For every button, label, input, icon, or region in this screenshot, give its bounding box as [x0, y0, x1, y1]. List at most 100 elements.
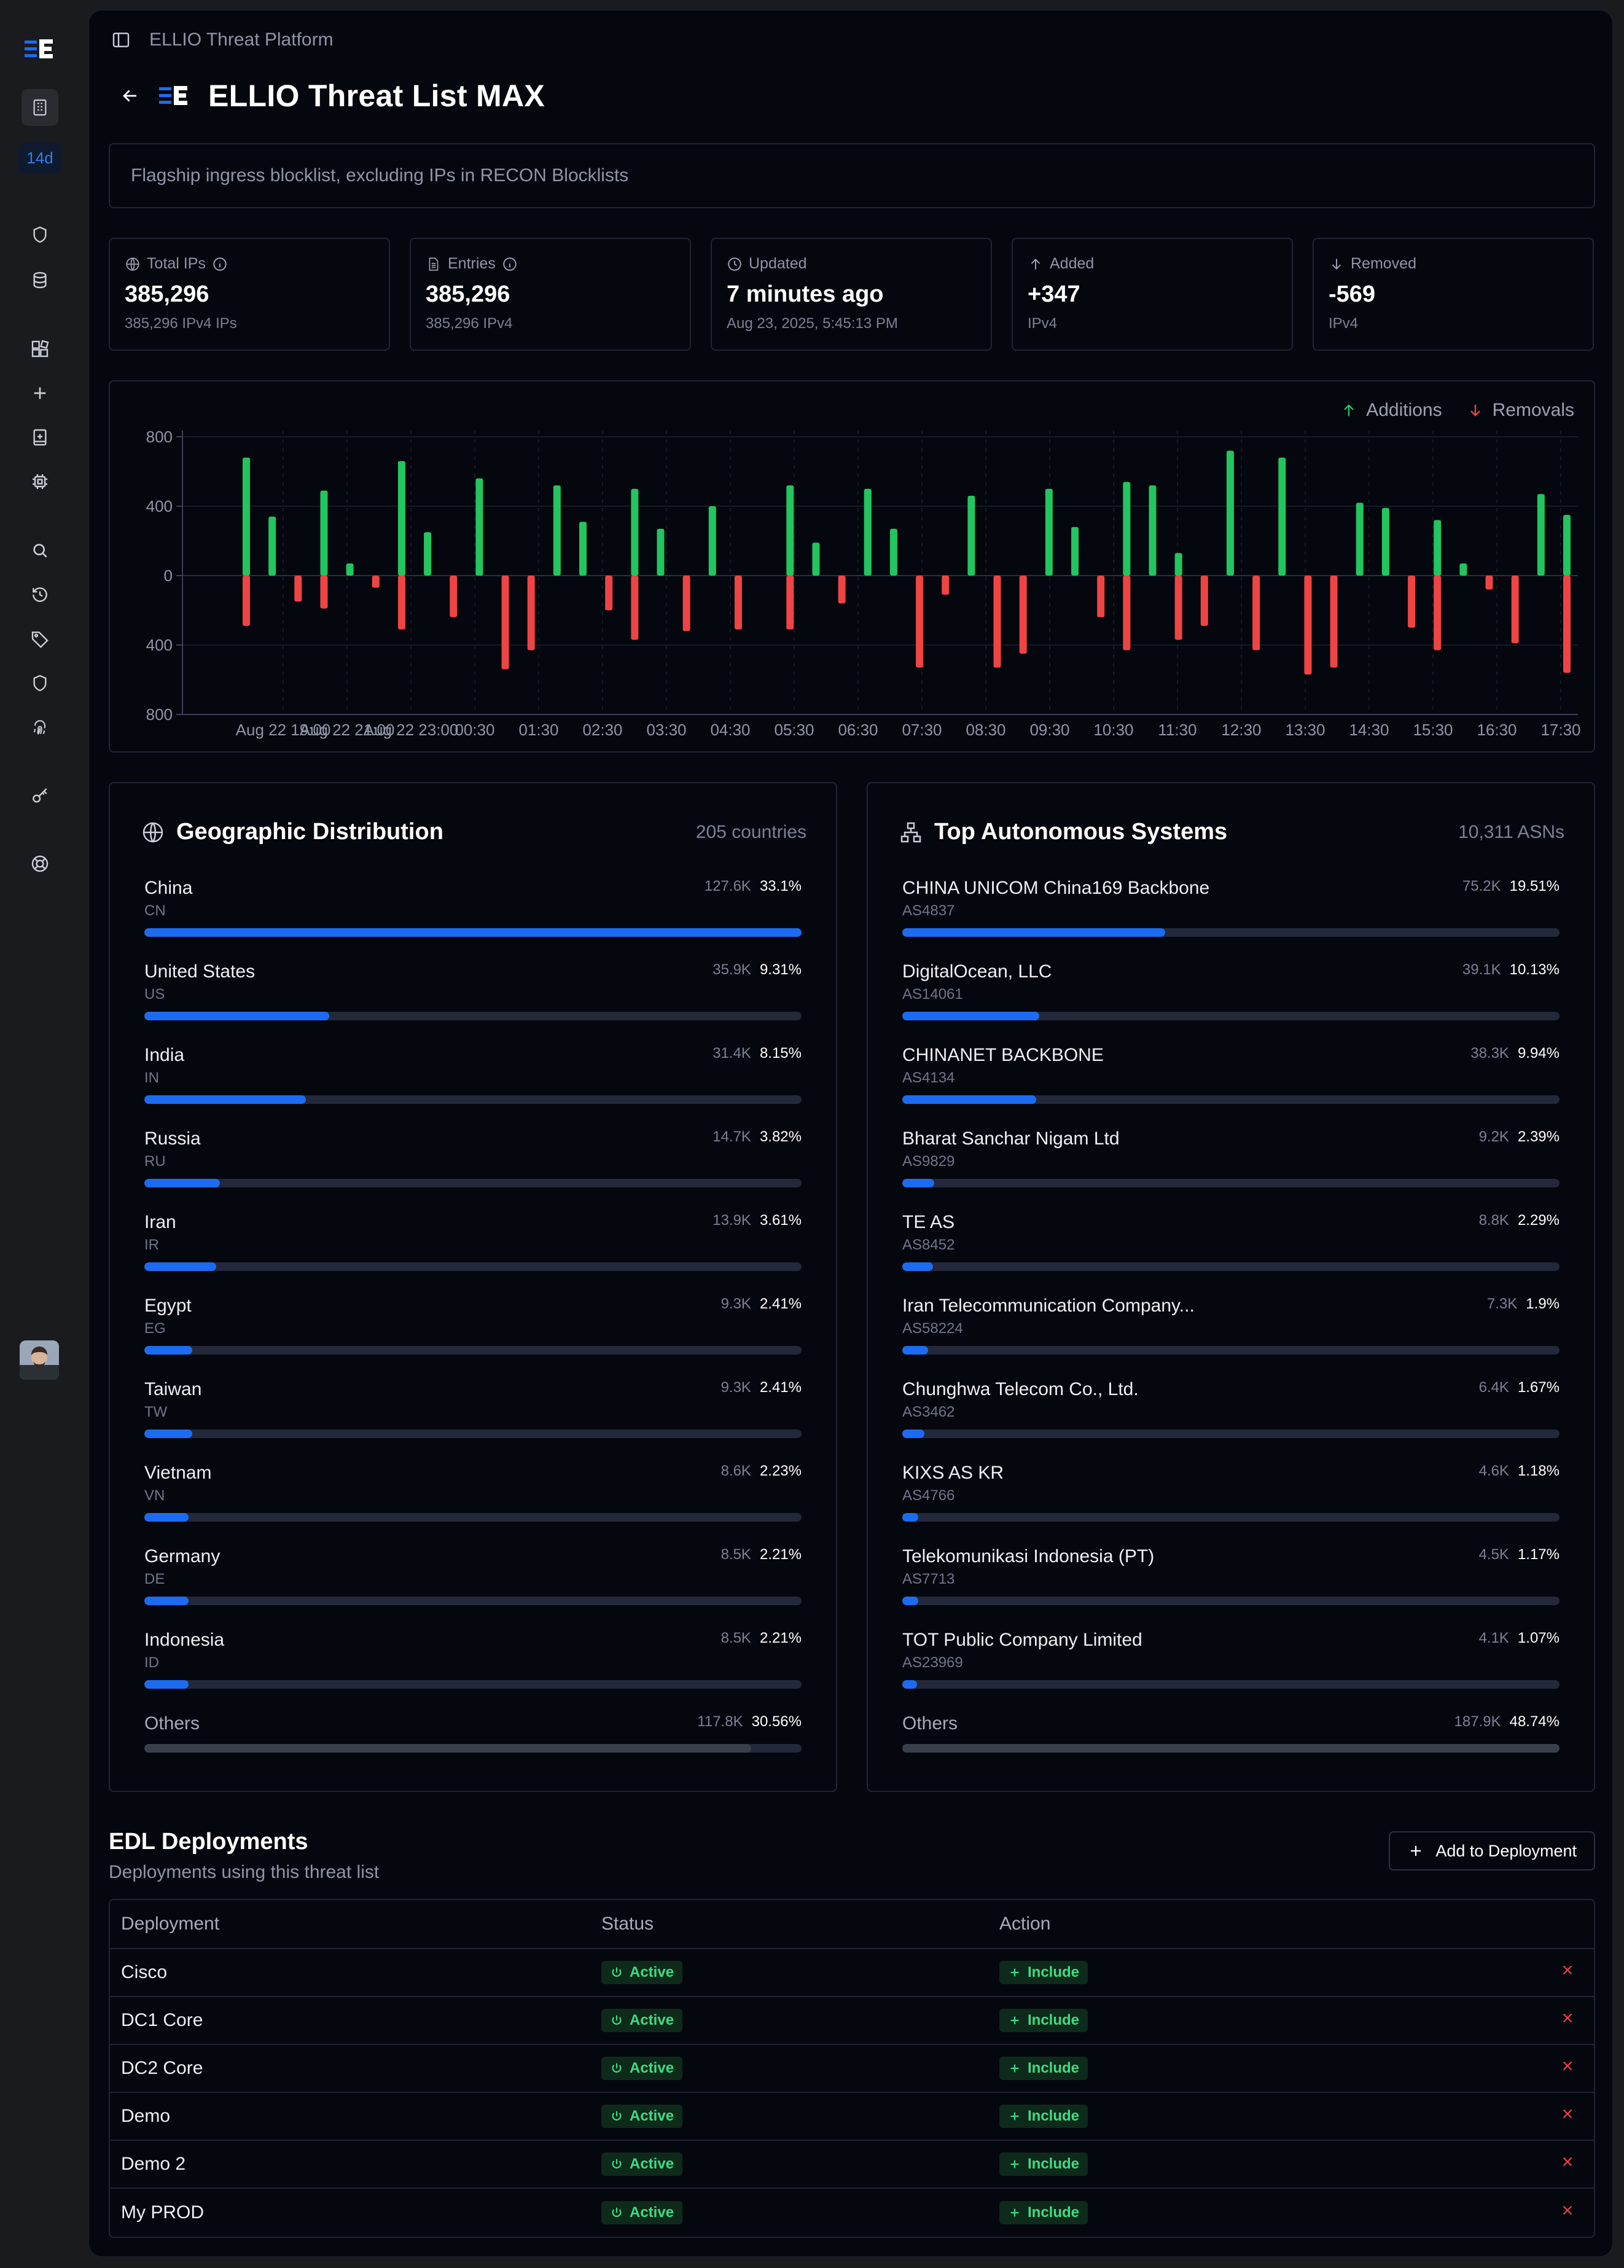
- removal-bar: [631, 576, 639, 640]
- book-plus-icon[interactable]: [21, 419, 58, 456]
- row-percent: 9.94%: [1517, 1045, 1560, 1062]
- plus-icon: [1010, 2064, 1019, 2073]
- table-row[interactable]: DC2 Core Active Include: [110, 2045, 1594, 2093]
- info-icon[interactable]: [502, 256, 518, 272]
- row-count: 127.6K: [704, 878, 751, 894]
- action-badge[interactable]: Include: [999, 2009, 1088, 2032]
- sidebar-toggle-icon[interactable]: [111, 30, 131, 50]
- asn-row[interactable]: Telekomunikasi Indonesia (PT) AS7713 4.5K 1…: [902, 1546, 1560, 1630]
- asn-row[interactable]: Bharat Sanchar Nigam Ltd AS9829 9.2K 2.39%: [902, 1128, 1560, 1212]
- stat-value: +347: [1028, 281, 1080, 307]
- row-count: 6.4K: [1478, 1379, 1509, 1396]
- tag-icon[interactable]: [21, 620, 58, 657]
- asn-row[interactable]: Others 187.9K 48.74%: [902, 1713, 1560, 1797]
- globe-icon: [126, 257, 139, 271]
- stat-sub: IPv4: [1028, 315, 1058, 332]
- action-badge[interactable]: Include: [999, 2057, 1088, 2080]
- asn-row[interactable]: TOT Public Company Limited AS23969 4.1K 1.0…: [902, 1630, 1560, 1713]
- row-count: 8.6K: [720, 1463, 751, 1479]
- country-row[interactable]: Indonesia ID 8.5K 2.21%: [144, 1630, 802, 1713]
- history-icon[interactable]: [21, 576, 58, 613]
- removal-bar: [838, 576, 846, 604]
- asn-row[interactable]: TE AS AS8452 8.8K 2.29%: [902, 1212, 1560, 1296]
- country-row[interactable]: Taiwan TW 9.3K 2.41%: [144, 1379, 802, 1463]
- row-name: Iran: [144, 1212, 176, 1232]
- back-arrow-icon[interactable]: [120, 85, 141, 106]
- action-badge[interactable]: Include: [999, 2201, 1088, 2224]
- remove-deployment-button[interactable]: [1560, 2058, 1575, 2079]
- legend-additions[interactable]: Additions: [1340, 400, 1442, 421]
- stat-sub: IPv4: [1329, 315, 1359, 332]
- row-code: AS3462: [902, 1404, 955, 1420]
- remove-deployment-button[interactable]: [1560, 2106, 1575, 2127]
- table-row[interactable]: Cisco Active Include: [110, 1949, 1594, 1997]
- table-row[interactable]: DC1 Core Active Include: [110, 1997, 1594, 2045]
- country-row[interactable]: Egypt EG 9.3K 2.41%: [144, 1296, 802, 1379]
- remove-deployment-button[interactable]: [1560, 2202, 1575, 2223]
- row-name: Others: [902, 1713, 958, 1734]
- addition-bar: [553, 485, 561, 576]
- removal-bar: [1123, 576, 1131, 651]
- shield-outline-icon[interactable]: [21, 665, 58, 702]
- country-row[interactable]: India IN 31.4K 8.15%: [144, 1045, 802, 1128]
- country-row[interactable]: Others 117.8K 30.56%: [144, 1713, 802, 1797]
- table-row[interactable]: My PROD Active Include: [110, 2189, 1594, 2237]
- country-row[interactable]: United States US 35.9K 9.31%: [144, 961, 802, 1045]
- support-icon[interactable]: [21, 845, 58, 882]
- action-label: Include: [1028, 2204, 1080, 2221]
- status-label: Active: [630, 1964, 674, 1981]
- plus-icon[interactable]: [21, 375, 58, 412]
- country-row[interactable]: China CN 127.6K 33.1%: [144, 878, 802, 961]
- search-icon[interactable]: [21, 532, 58, 569]
- asn-row[interactable]: Chunghwa Telecom Co., Ltd. AS3462 6.4K 1.67…: [902, 1379, 1560, 1463]
- remove-deployment-button[interactable]: [1560, 2154, 1575, 2175]
- remove-deployment-button[interactable]: [1560, 1962, 1575, 1983]
- remove-deployment-button[interactable]: [1560, 2010, 1575, 2031]
- table-row[interactable]: Demo Active Include: [110, 2093, 1594, 2141]
- legend-label: Additions: [1366, 400, 1442, 420]
- action-badge[interactable]: Include: [999, 2153, 1088, 2176]
- fingerprint-icon[interactable]: [21, 709, 58, 746]
- legend-removals[interactable]: Removals: [1467, 400, 1574, 421]
- time-range-toggle[interactable]: 14d: [18, 143, 61, 173]
- database-icon[interactable]: [21, 262, 58, 299]
- removal-bar: [1330, 576, 1338, 668]
- shield-icon[interactable]: [21, 216, 58, 253]
- row-count: 7.3K: [1486, 1296, 1518, 1312]
- country-row[interactable]: Iran IR 13.9K 3.61%: [144, 1212, 802, 1296]
- ellio-logo-icon[interactable]: [25, 37, 55, 61]
- country-row[interactable]: Germany DE 8.5K 2.21%: [144, 1546, 802, 1630]
- close-icon: [1563, 2109, 1572, 2119]
- action-badge[interactable]: Include: [999, 2105, 1088, 2128]
- country-row[interactable]: Russia RU 14.7K 3.82%: [144, 1128, 802, 1212]
- row-name: Others: [144, 1713, 200, 1734]
- asn-row[interactable]: KIXS AS KR AS4766 4.6K 1.18%: [902, 1463, 1560, 1546]
- progress-fill: [144, 1095, 306, 1104]
- geo-rows: China CN 127.6K 33.1% United States US 35.9K 9.…: [144, 878, 802, 1797]
- x-tick-label: 17:30: [1540, 721, 1580, 739]
- country-row[interactable]: Vietnam VN 8.6K 2.23%: [144, 1463, 802, 1546]
- user-avatar[interactable]: [20, 1340, 59, 1380]
- addition-bar: [1123, 482, 1131, 576]
- asn-row[interactable]: CHINANET BACKBONE AS4134 38.3K 9.94%: [902, 1045, 1560, 1128]
- action-badge[interactable]: Include: [999, 1961, 1088, 1984]
- table-row[interactable]: Demo 2 Active Include: [110, 2141, 1594, 2189]
- asn-row[interactable]: DigitalOcean, LLC AS14061 39.1K 10.13%: [902, 961, 1560, 1045]
- addition-bar: [424, 532, 432, 576]
- progress-fill: [902, 1262, 934, 1271]
- row-percent: 2.41%: [759, 1296, 802, 1312]
- stat-value: -569: [1329, 281, 1376, 307]
- plus-icon: [1010, 1968, 1019, 1977]
- key-icon[interactable]: [21, 778, 58, 815]
- progress-bar: [144, 1597, 802, 1605]
- blocks-icon[interactable]: [21, 330, 58, 367]
- asn-row[interactable]: CHINA UNICOM China169 Backbone AS4837 75.2…: [902, 878, 1560, 961]
- removal-bar: [1408, 576, 1416, 628]
- row-count: 39.1K: [1462, 961, 1501, 978]
- asn-row[interactable]: Iran Telecommunication Company... AS58224…: [902, 1296, 1560, 1379]
- add-to-deployment-button[interactable]: Add to Deployment: [1389, 1831, 1595, 1871]
- info-icon[interactable]: [212, 256, 228, 272]
- building-icon[interactable]: [21, 89, 58, 126]
- chip-icon[interactable]: [21, 463, 58, 500]
- row-percent: 3.61%: [759, 1212, 802, 1229]
